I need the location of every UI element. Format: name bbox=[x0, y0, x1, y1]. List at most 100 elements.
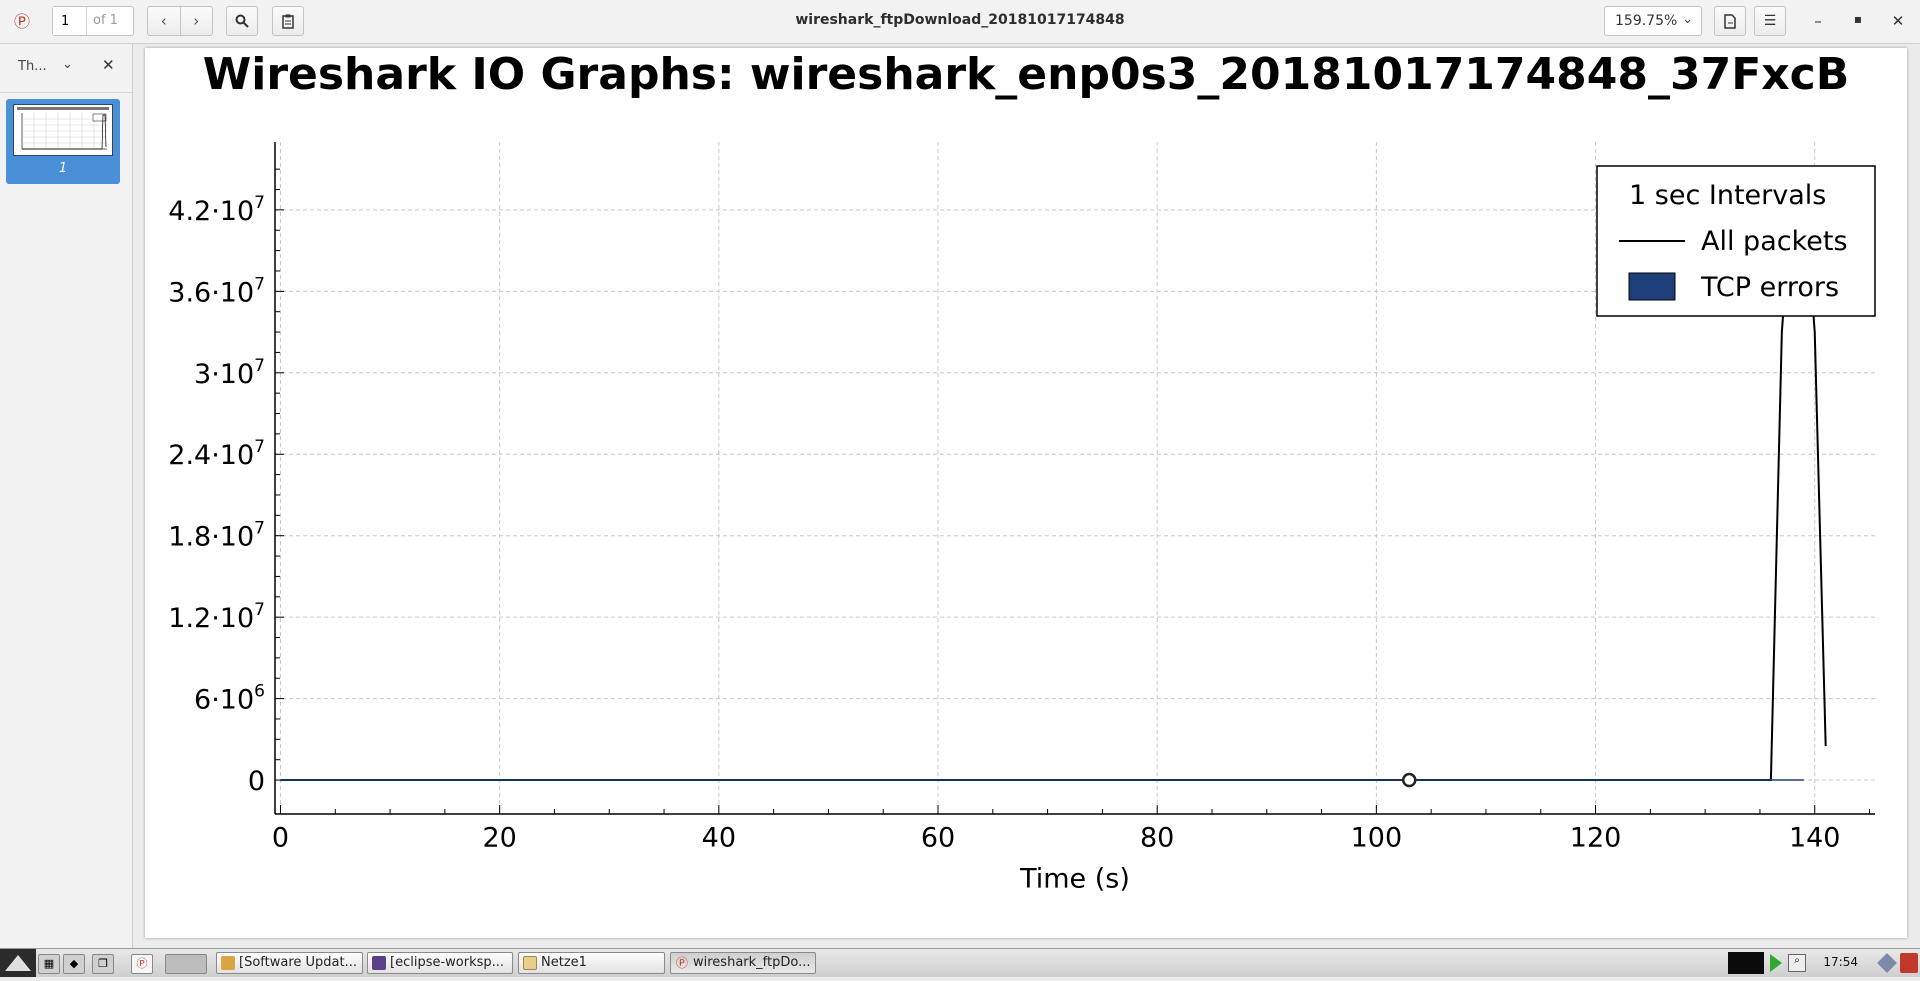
desktop-2-button[interactable] bbox=[165, 954, 207, 974]
diamond-icon: ◆ bbox=[69, 957, 79, 970]
task-wireshark-pdf[interactable]: Ⓟ wireshark_ftpDo... bbox=[670, 952, 816, 974]
document-icon bbox=[1724, 13, 1736, 29]
x-tick-label: 40 bbox=[702, 823, 736, 854]
maximize-icon: ▪ bbox=[1853, 12, 1863, 26]
x-tick-label: 120 bbox=[1570, 823, 1622, 854]
maximize-button[interactable]: ▪ bbox=[1848, 12, 1868, 26]
network-icon[interactable] bbox=[1877, 953, 1897, 973]
sidebar-header: Th... ⌄ ✕ bbox=[0, 44, 132, 93]
page-thumbnail-item[interactable]: 1 bbox=[6, 99, 120, 184]
y-tick-mantissa: 1.2·10 bbox=[168, 603, 254, 634]
page-selector[interactable]: of 1 bbox=[52, 6, 134, 36]
document-view[interactable]: Wireshark IO Graphs: wireshark_enp0s3_20… bbox=[133, 44, 1920, 948]
y-tick-label: 1.2·107 bbox=[168, 600, 265, 634]
y-tick-label: 6·106 bbox=[194, 682, 265, 716]
legend-entry-tcp-errors: TCP errors bbox=[1700, 272, 1839, 303]
folder-icon: ▦ bbox=[43, 957, 55, 970]
power-icon[interactable] bbox=[1900, 953, 1918, 973]
y-tick-exponent: 7 bbox=[254, 600, 265, 620]
vertical-scrollbar[interactable] bbox=[1910, 44, 1920, 948]
data-point-marker bbox=[1401, 772, 1417, 788]
desktop-1-button[interactable]: Ⓟ bbox=[131, 954, 153, 974]
task-label: [eclipse-worksp... bbox=[390, 955, 505, 970]
file-manager-launcher[interactable]: ▦ bbox=[38, 954, 60, 974]
taskbar: ▦ ◆ ❐ Ⓟ [Software Updat... [eclipse-work… bbox=[0, 948, 1920, 977]
close-window-button[interactable]: ✕ bbox=[1888, 12, 1908, 30]
x-tick-label: 80 bbox=[1140, 823, 1174, 854]
y-tick-label: 2.4·107 bbox=[168, 437, 265, 471]
y-tick-mantissa: 3·10 bbox=[194, 359, 254, 390]
y-tick-label: 0 bbox=[248, 766, 265, 797]
page-number-input[interactable] bbox=[53, 7, 87, 35]
document-page: Wireshark IO Graphs: wireshark_enp0s3_20… bbox=[145, 48, 1907, 938]
next-page-button[interactable]: › bbox=[179, 7, 213, 35]
y-tick-mantissa: 0 bbox=[248, 766, 265, 797]
annotations-button[interactable] bbox=[272, 6, 304, 36]
clock: 17:54 bbox=[1823, 955, 1858, 969]
task-software-updater[interactable]: [Software Updat... bbox=[216, 952, 363, 974]
pdf-icon: Ⓟ bbox=[136, 957, 148, 970]
page-navigation: ‹ › bbox=[147, 6, 213, 36]
hamburger-icon: ☰ bbox=[1763, 13, 1777, 29]
y-tick-exponent: 6 bbox=[254, 682, 265, 702]
y-tick-exponent: 7 bbox=[254, 356, 265, 376]
browser-launcher[interactable]: ◆ bbox=[63, 954, 85, 974]
evince-app-icon: Ⓟ bbox=[13, 12, 30, 31]
play-icon[interactable] bbox=[1770, 954, 1782, 972]
system-tray: ⌕ 17:54 bbox=[1720, 949, 1920, 977]
minimize-icon: – bbox=[1814, 12, 1822, 30]
cpu-monitor bbox=[1728, 952, 1764, 974]
x-tick-label: 60 bbox=[921, 823, 955, 854]
close-sidebar-button[interactable]: ✕ bbox=[102, 56, 115, 74]
legend-entry-all-packets: All packets bbox=[1701, 226, 1848, 257]
series-line-all-packets bbox=[280, 181, 1827, 782]
thumbnail-page-number: 1 bbox=[58, 161, 68, 176]
sidebar: Th... ⌄ ✕ 1 bbox=[0, 44, 133, 948]
close-icon: ✕ bbox=[1891, 12, 1905, 30]
eclipse-icon bbox=[372, 956, 386, 970]
y-tick-exponent: 7 bbox=[254, 274, 265, 294]
chevron-down-icon[interactable]: ⌄ bbox=[62, 57, 73, 72]
y-tick-exponent: 7 bbox=[254, 519, 265, 539]
y-tick-label: 3·107 bbox=[194, 356, 265, 390]
menu-button[interactable]: ☰ bbox=[1754, 6, 1786, 36]
x-tick-label: 20 bbox=[482, 823, 516, 854]
page-count-label: of 1 bbox=[93, 13, 118, 28]
task-netze1[interactable]: Netze1 bbox=[518, 952, 665, 974]
task-label: Netze1 bbox=[541, 955, 587, 970]
search-icon bbox=[235, 14, 249, 28]
y-tick-mantissa: 6·10 bbox=[194, 685, 254, 716]
x-tick-label: 100 bbox=[1351, 823, 1403, 854]
y-tick-label: 4.2·107 bbox=[168, 193, 265, 227]
legend-title: 1 sec Intervals bbox=[1629, 180, 1826, 211]
chevron-left-icon: ‹ bbox=[160, 12, 167, 30]
window-list-launcher[interactable]: ❐ bbox=[92, 954, 114, 974]
previous-page-button[interactable]: ‹ bbox=[148, 7, 180, 35]
y-tick-mantissa: 4.2·10 bbox=[168, 196, 254, 227]
start-menu-button[interactable] bbox=[0, 949, 36, 977]
zoom-select[interactable]: 159.75% ⌄ bbox=[1604, 6, 1702, 36]
search-button[interactable] bbox=[226, 6, 258, 36]
y-tick-exponent: 7 bbox=[254, 437, 265, 457]
chevron-right-icon: › bbox=[193, 12, 200, 30]
minimize-button[interactable]: – bbox=[1808, 12, 1828, 30]
updater-icon bbox=[221, 956, 235, 970]
y-tick-mantissa: 1.8·10 bbox=[168, 522, 254, 553]
pdf-icon: Ⓟ bbox=[675, 956, 688, 970]
thumbnail-preview bbox=[17, 107, 109, 150]
chart-legend: 1 sec Intervals All packets TCP errors bbox=[1596, 165, 1876, 317]
page-thumbnail[interactable] bbox=[13, 104, 113, 156]
x-tick-label: 140 bbox=[1789, 823, 1841, 854]
task-eclipse[interactable]: [eclipse-worksp... bbox=[367, 952, 513, 974]
x-tick-label: 0 bbox=[272, 823, 289, 854]
y-tick-label: 3.6·107 bbox=[168, 274, 265, 308]
start-icon bbox=[5, 955, 31, 971]
y-tick-mantissa: 3.6·10 bbox=[168, 277, 254, 308]
document-properties-button[interactable] bbox=[1714, 6, 1746, 36]
search-tray-icon[interactable]: ⌕ bbox=[1788, 954, 1806, 972]
zoom-value: 159.75% bbox=[1615, 13, 1678, 29]
y-tick-exponent: 7 bbox=[254, 193, 265, 213]
folder-icon bbox=[523, 956, 537, 970]
sidebar-mode-label[interactable]: Th... bbox=[18, 59, 47, 74]
y-tick-mantissa: 2.4·10 bbox=[168, 440, 254, 471]
